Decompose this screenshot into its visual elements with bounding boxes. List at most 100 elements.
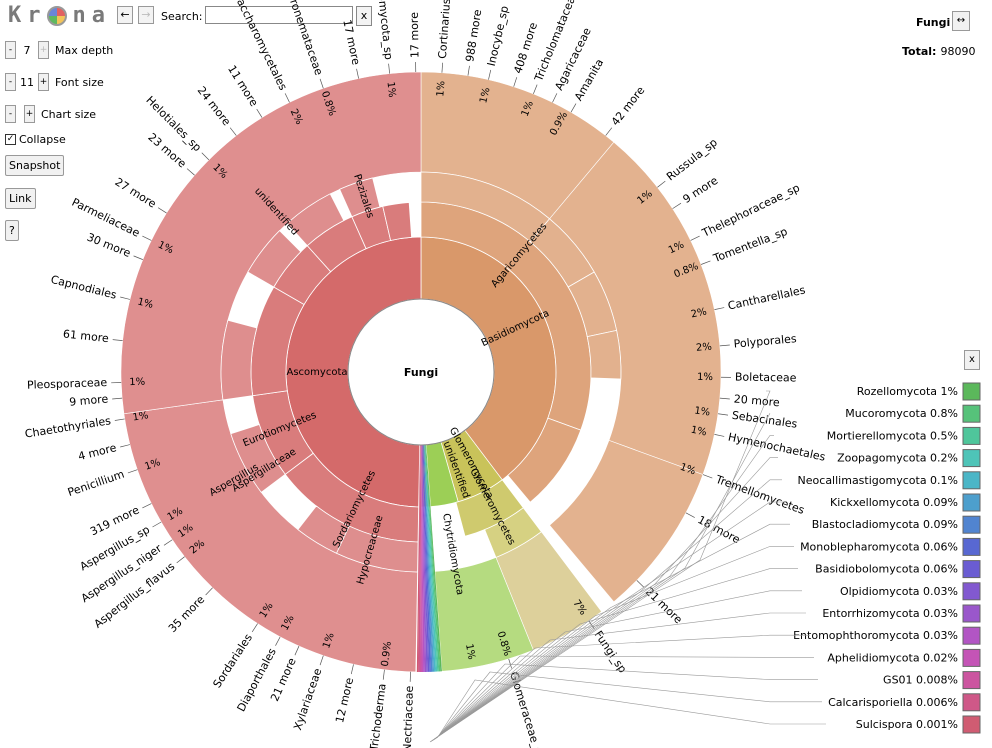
- percent-label: 0.9%: [380, 641, 394, 668]
- key-color-swatch: [962, 382, 981, 401]
- help-button[interactable]: ?: [5, 220, 19, 241]
- label-leader-line: [256, 108, 263, 118]
- sunburst-minor-phylum-wedge: [421, 444, 427, 672]
- percent-label: 1%: [478, 86, 492, 104]
- key-entry-label: Mortierellomycota 0.5%: [827, 429, 958, 442]
- total-display: Total: 98090: [902, 45, 975, 58]
- key-leader-line: [434, 590, 802, 740]
- sunburst-segment: [220, 319, 258, 401]
- font-size-increase-button[interactable]: +: [38, 73, 49, 91]
- font-size-decrease-button[interactable]: -: [5, 73, 16, 91]
- label-leader-line: [205, 587, 213, 596]
- logo-letter: n: [72, 3, 86, 28]
- label-leader-line: [133, 255, 143, 260]
- sunburst-minor-phylum-wedge: [423, 444, 433, 672]
- key-leader-line: [431, 457, 778, 742]
- font-size-control: - 11 + Font size: [5, 73, 104, 91]
- total-value: 98090: [940, 45, 976, 58]
- label-leader-line: [441, 62, 443, 73]
- chart-size-increase-button[interactable]: +: [24, 105, 35, 123]
- max-depth-increase-button[interactable]: +: [38, 41, 49, 59]
- sunburst-minor-phylum-wedge: [424, 444, 436, 672]
- key-leader-line: [432, 523, 790, 741]
- collapse-label: Collapse: [19, 133, 66, 146]
- snapshot-button[interactable]: Snapshot: [5, 155, 65, 176]
- collapse-checkbox[interactable]: ✓: [5, 134, 16, 145]
- key-leader-line: [429, 390, 771, 743]
- key-color-swatch: [962, 560, 981, 579]
- outer-label: 988 more: [463, 8, 484, 63]
- outer-label: Sebacinales: [731, 409, 798, 431]
- percent-label: 2%: [690, 306, 708, 320]
- key-entry-label: Rozellomycota 1%: [857, 385, 958, 398]
- sunburst-segment: [230, 424, 286, 493]
- sunburst-minor-phylum-wedge: [422, 444, 428, 672]
- logo-wheel-icon: [46, 5, 67, 26]
- label-leader-line: [657, 180, 666, 188]
- key-leader-line: [432, 501, 786, 741]
- label-leader-line: [350, 664, 354, 675]
- key-color-swatch: [962, 648, 981, 667]
- link-button[interactable]: Link: [5, 188, 36, 209]
- search-input[interactable]: [205, 6, 353, 24]
- label-leader-line: [294, 645, 300, 656]
- sunburst-minor-phylum-wedge: [421, 444, 424, 672]
- label-leader-line: [186, 168, 195, 176]
- label-leader-line: [284, 93, 290, 103]
- chart-size-control: - + Chart size: [5, 105, 96, 123]
- collapse-toggle[interactable]: ✓ Collapse: [5, 133, 66, 146]
- back-button[interactable]: ←: [117, 6, 133, 24]
- outer-label: Chaetothyriales: [24, 414, 112, 440]
- percent-label: 1%: [694, 405, 711, 418]
- max-depth-decrease-button[interactable]: -: [5, 41, 16, 59]
- key-color-swatch: [962, 715, 981, 734]
- logo-letter: a: [91, 3, 105, 28]
- label-leader-line: [690, 235, 700, 241]
- label-leader-line: [702, 474, 713, 479]
- label-leader-line: [467, 65, 470, 76]
- label-leader-line: [120, 444, 130, 448]
- percent-label: 1%: [690, 425, 708, 439]
- label-leader-line: [685, 512, 695, 518]
- key-leader-line: [431, 479, 782, 742]
- sunburst-minor-phylum-wedge: [418, 444, 421, 672]
- krona-logo: K r n a: [8, 3, 105, 28]
- outer-label: Fungi_sp: [592, 628, 630, 675]
- outer-label: 30 more: [85, 231, 133, 260]
- key-entry-label: Basidiobolomycota 0.06%: [815, 563, 958, 576]
- label-leader-line: [142, 235, 152, 241]
- label-leader-line: [700, 260, 711, 265]
- sunburst-segment: [297, 505, 350, 554]
- key-leader-line: [435, 634, 810, 739]
- key-entry-label: Calcarisporiella 0.006%: [828, 696, 958, 709]
- sunburst-minor-phylum-wedge: [416, 444, 421, 672]
- key-color-swatch: [962, 626, 981, 645]
- key-color-swatch: [962, 515, 981, 534]
- label-leader-line: [356, 68, 359, 79]
- chart-size-decrease-button[interactable]: -: [5, 105, 16, 123]
- logo-letter: r: [27, 3, 41, 28]
- font-size-value: 11: [20, 75, 34, 89]
- focus-toggle-button[interactable]: ↔: [952, 11, 970, 31]
- percent-label: 1%: [385, 81, 398, 98]
- outer-label: Cantharellales: [727, 283, 807, 312]
- outer-label: Penicillium: [66, 468, 126, 500]
- sunburst-segment: [586, 329, 622, 380]
- key-color-swatch: [962, 582, 981, 601]
- outer-label: 17 more: [408, 12, 422, 58]
- key-leader-line: [435, 655, 814, 739]
- key-entry-label: Zoopagomycota 0.2%: [837, 452, 958, 465]
- sunburst-minor-phylum-wedge: [423, 444, 431, 672]
- key-entry-label: Entorrhizomycota 0.03%: [822, 607, 958, 620]
- label-leader-line: [127, 469, 138, 474]
- percent-label: 1%: [463, 643, 477, 661]
- search-label: Search:: [161, 10, 203, 23]
- label-leader-line: [163, 539, 173, 546]
- label-leader-line: [552, 93, 558, 103]
- label-leader-line: [605, 127, 613, 136]
- search-clear-button[interactable]: x: [356, 6, 372, 26]
- key-close-button[interactable]: x: [964, 350, 980, 370]
- forward-button[interactable]: →: [138, 6, 154, 24]
- sunburst-minor-phylum-wedge: [422, 444, 430, 672]
